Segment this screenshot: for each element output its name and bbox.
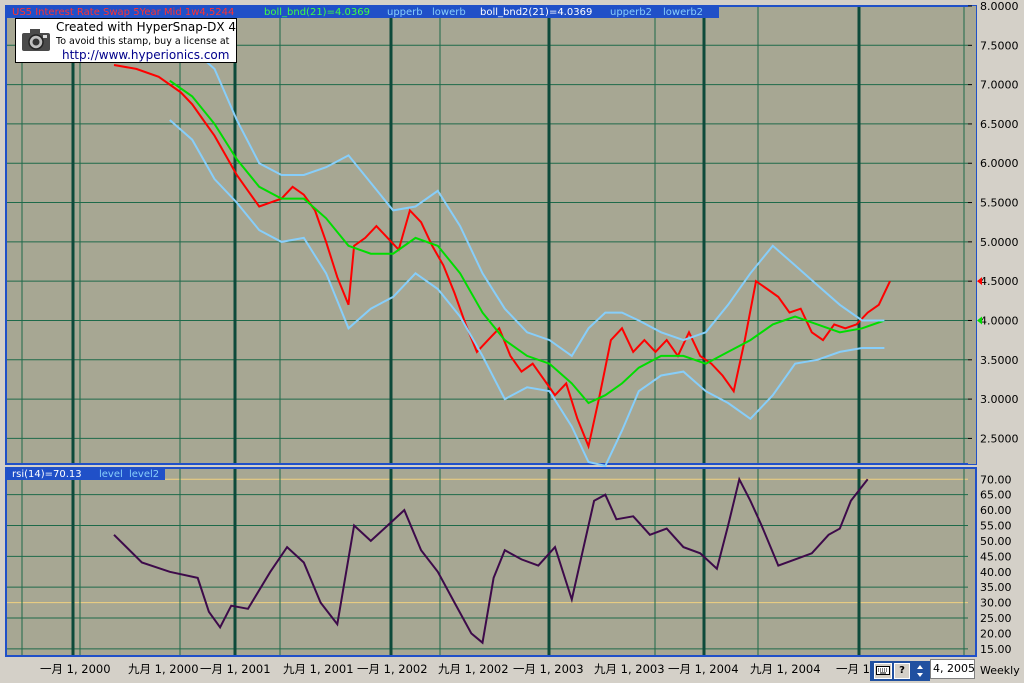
rsi-y-tick-label: 35.00 [980, 581, 1012, 594]
price-y-axis-strip [968, 6, 976, 464]
legend-upperb[interactable]: upperb [387, 7, 423, 18]
watermark-line1: Created with HyperSnap-DX 4 [56, 20, 237, 34]
rsi-y-tick-label: 30.00 [980, 597, 1012, 610]
legend-main-series[interactable]: US5 Interest Rate Swap 5Year Mid 1w4,524… [12, 7, 234, 18]
spin-arrows-icon[interactable] [914, 663, 926, 679]
x-axis-strip [0, 657, 1024, 683]
price-y-tick-label: 3.0000 [980, 393, 1019, 406]
x-axis-label: 一月 1, 2003 [513, 662, 584, 676]
legend-level2[interactable]: level2 [129, 469, 159, 480]
camera-icon [22, 29, 50, 51]
watermark-link[interactable]: http://www.hyperionics.com [62, 48, 230, 62]
price-y-tick-label: 4.5000 [980, 275, 1019, 288]
x-axis-label: 九月 1, 2003 [594, 662, 665, 676]
price-y-tick-label: 8.0000 [980, 0, 1019, 13]
legend-boll2[interactable]: boll_bnd2(21)=4.0369 [480, 7, 592, 18]
rsi-plot-area[interactable] [5, 467, 977, 657]
x-axis-labels: 一月 1, 2000 九月 1, 2000 一月 1, 2001 九月 1, 2001… [40, 662, 870, 676]
spin-glyph [917, 665, 923, 677]
price-y-tick-label: 5.5000 [980, 197, 1019, 210]
rsi-series-group [113, 476, 869, 645]
rsi-y-tick-label: 55.00 [980, 520, 1012, 533]
bottom-toolbar: ? [870, 661, 930, 681]
price-y-tick-label: 7.0000 [980, 79, 1019, 92]
x-axis-label: 九月 1, 2001 [283, 662, 354, 676]
price-y-tick-label: 6.5000 [980, 118, 1019, 131]
keyboard-icon[interactable] [874, 663, 892, 679]
x-axis-label: 九月 1, 2000 [128, 662, 199, 676]
rsi-line [113, 476, 869, 645]
rsi-y-tick-label: 60.00 [980, 504, 1012, 517]
x-axis-label: 一月 1, 2000 [40, 662, 111, 676]
price-y-tick-label: 5.0000 [980, 236, 1019, 249]
price-y-tick-label: 6.0000 [980, 157, 1019, 170]
x-axis-label: 一月 1, 2002 [357, 662, 428, 676]
last-value-marker [977, 277, 982, 286]
rsi-y-tick-label: 45.00 [980, 550, 1012, 563]
series-line-lowerb [169, 119, 885, 468]
rsi-y-tick-label: 25.00 [980, 612, 1012, 625]
period-label[interactable]: Weekly [980, 664, 1020, 677]
x-axis-label: 一月 1 [836, 662, 870, 676]
series-line-us5-interest-rate-swap-5year-mid-1w4-5244 [113, 64, 891, 450]
rsi-legend-bar [7, 468, 165, 480]
series-line-boll-bnd-21- [169, 79, 885, 405]
watermark-line2: To avoid this stamp, buy a license at [56, 36, 230, 47]
price-legend-bar [7, 6, 719, 18]
legend-level[interactable]: level [99, 469, 123, 480]
rsi-y-tick-label: 40.00 [980, 566, 1012, 579]
x-axis-label: 一月 1, 2001 [200, 662, 271, 676]
rsi-y-tick-label: 65.00 [980, 489, 1012, 502]
price-y-tick-label: 2.5000 [980, 432, 1019, 445]
legend-lowerb[interactable]: lowerb [432, 7, 466, 18]
price-y-tick-label: 3.5000 [980, 354, 1019, 367]
rsi-y-ticks: 70.00 65.00 60.00 55.00 50.00 45.00 40.00 35.00… [980, 473, 1012, 656]
keyboard-glyph [876, 666, 890, 675]
rsi-vertical-grid [21, 469, 965, 655]
last-value-marker [977, 316, 982, 325]
price-y-tick-label: 7.5000 [980, 39, 1019, 52]
legend-upperb2[interactable]: upperb2 [610, 7, 652, 18]
price-y-ticks: 8.0000 7.5000 7.0000 6.5000 6.0000 5.5000 5.00… [968, 0, 1019, 445]
help-button[interactable]: ? [894, 663, 910, 679]
legend-rsi[interactable]: rsi(14)=70.13 [12, 469, 82, 480]
x-axis-label: 九月 1, 2004 [750, 662, 821, 676]
x-axis-label: 一月 1, 2004 [668, 662, 739, 676]
rsi-y-tick-label: 15.00 [980, 643, 1012, 656]
rsi-y-tick-label: 20.00 [980, 627, 1012, 640]
price-vertical-grid [21, 7, 965, 463]
price-y-tick-label: 4.0000 [980, 314, 1019, 327]
x-axis-label: 九月 1, 2002 [438, 662, 509, 676]
series-line-upperb [169, 40, 885, 358]
price-series-group [113, 40, 891, 468]
legend-boll[interactable]: boll_bnd(21)=4.0369 [264, 7, 370, 18]
date-field[interactable]: 4, 2005 [930, 659, 975, 679]
rsi-y-tick-label: 50.00 [980, 535, 1012, 548]
rsi-y-tick-label: 70.00 [980, 473, 1012, 486]
hypersnap-watermark: Created with HyperSnap-DX 4 To avoid thi… [15, 18, 237, 63]
legend-lowerb2[interactable]: lowerb2 [663, 7, 703, 18]
